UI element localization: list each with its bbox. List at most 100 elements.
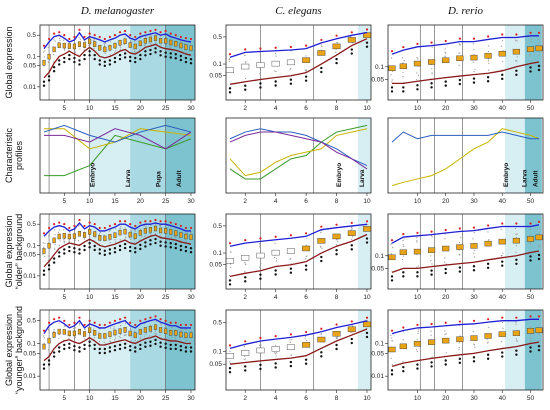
whisker-dot <box>530 339 532 342</box>
outlier-point <box>118 244 122 248</box>
outlier-point <box>390 279 394 282</box>
median-box <box>226 67 234 73</box>
whisker-dot <box>110 41 112 43</box>
outlier-point <box>93 347 96 351</box>
x-tick-label: 10 <box>363 105 371 112</box>
row-label: Global expression “younger” background <box>4 306 24 394</box>
median-box <box>138 40 142 47</box>
median-box <box>67 330 71 337</box>
whisker-dot <box>335 337 337 339</box>
median-box <box>57 42 61 49</box>
whisker-dot <box>171 336 173 338</box>
high-point <box>124 220 127 223</box>
outlier-point <box>47 264 51 267</box>
y-tick-label: 0.05 <box>371 76 384 83</box>
outlier-point <box>350 52 353 55</box>
whisker-dot <box>321 247 323 249</box>
outlier-point <box>42 84 46 87</box>
outlier-point <box>123 246 127 250</box>
whisker-dot <box>125 334 127 336</box>
whisker-dot <box>44 242 46 244</box>
whisker-dot <box>150 224 152 226</box>
whisker-dot <box>229 60 231 62</box>
lower-series-line <box>229 38 368 85</box>
x-tick-label: 10 <box>86 198 94 205</box>
outlier-point <box>350 244 353 247</box>
whisker-dot <box>47 46 49 48</box>
outlier-point <box>189 250 193 254</box>
high-point <box>68 323 71 327</box>
high-point <box>47 226 51 230</box>
outlier-point <box>83 343 86 347</box>
whisker-dot <box>53 39 55 41</box>
high-point <box>73 224 76 228</box>
whisker-dot <box>154 330 157 332</box>
median-box <box>128 330 132 337</box>
median-box <box>286 344 295 350</box>
outlier-point <box>134 60 137 64</box>
median-box <box>535 327 543 333</box>
x-tick-label: 30 <box>187 105 195 112</box>
outlier-point <box>335 347 338 351</box>
high-point <box>78 218 81 222</box>
median-box <box>184 44 188 50</box>
whisker-dot <box>502 252 504 254</box>
whisker-dot <box>186 340 188 342</box>
outlier-point <box>458 270 462 273</box>
outlier-point <box>103 347 107 351</box>
whisker-dot <box>538 55 540 57</box>
profile-line-purple <box>44 128 192 150</box>
high-point <box>515 316 518 319</box>
high-point <box>144 220 147 223</box>
whisker-dot <box>164 34 166 36</box>
whisker-dot <box>114 339 116 341</box>
whisker-dot <box>259 242 261 245</box>
outlier-point <box>88 50 91 53</box>
whisker-dot <box>180 337 182 339</box>
panel-frame <box>39 213 196 290</box>
whisker-dot <box>539 245 541 247</box>
outlier-point <box>515 353 518 356</box>
whisker-dot <box>305 55 307 57</box>
high-point <box>58 316 61 319</box>
stage-shade <box>505 25 525 100</box>
median-box <box>103 333 107 339</box>
whisker-dot <box>275 71 277 73</box>
outlier-point <box>228 367 232 370</box>
outlier-point <box>108 63 112 66</box>
whisker-dot <box>367 223 369 226</box>
median-box <box>133 43 137 50</box>
outlier-point <box>529 70 532 73</box>
whisker-dot <box>260 263 262 265</box>
whisker-dot <box>144 43 146 45</box>
whisker-dot <box>416 72 418 74</box>
y-tick-label: 0.05 <box>23 252 36 259</box>
whisker-dot <box>306 255 308 257</box>
median-box <box>470 243 478 249</box>
outlier-point <box>108 346 112 349</box>
column-title: C. elegans <box>275 5 321 17</box>
whisker-dot <box>430 334 432 336</box>
x-tick-label: 50 <box>527 198 535 205</box>
whisker-dot <box>228 58 230 61</box>
outlier-point <box>47 75 51 78</box>
whisker-dot <box>114 335 116 337</box>
whisker-dot <box>458 249 460 251</box>
whisker-dot <box>244 262 246 264</box>
panel: 5 10 15 20 25 30 0.01 0.05 0.1 0.5 <box>23 213 196 301</box>
median-box <box>42 248 46 254</box>
outlier-point <box>144 50 147 53</box>
whisker-dot <box>538 245 540 247</box>
x-tick-label: 20 <box>442 198 450 205</box>
y-tick-label: 0.5 <box>27 32 36 39</box>
high-point <box>103 37 106 41</box>
whisker-dot <box>528 53 531 55</box>
x-tick-label: 2 <box>243 105 247 112</box>
outlier-point <box>78 350 81 353</box>
high-point <box>93 34 96 37</box>
whisker-dot <box>275 260 278 262</box>
high-point <box>154 28 157 31</box>
outlier-point <box>174 242 177 246</box>
outlier-point <box>159 50 162 53</box>
outlier-point <box>472 81 476 84</box>
